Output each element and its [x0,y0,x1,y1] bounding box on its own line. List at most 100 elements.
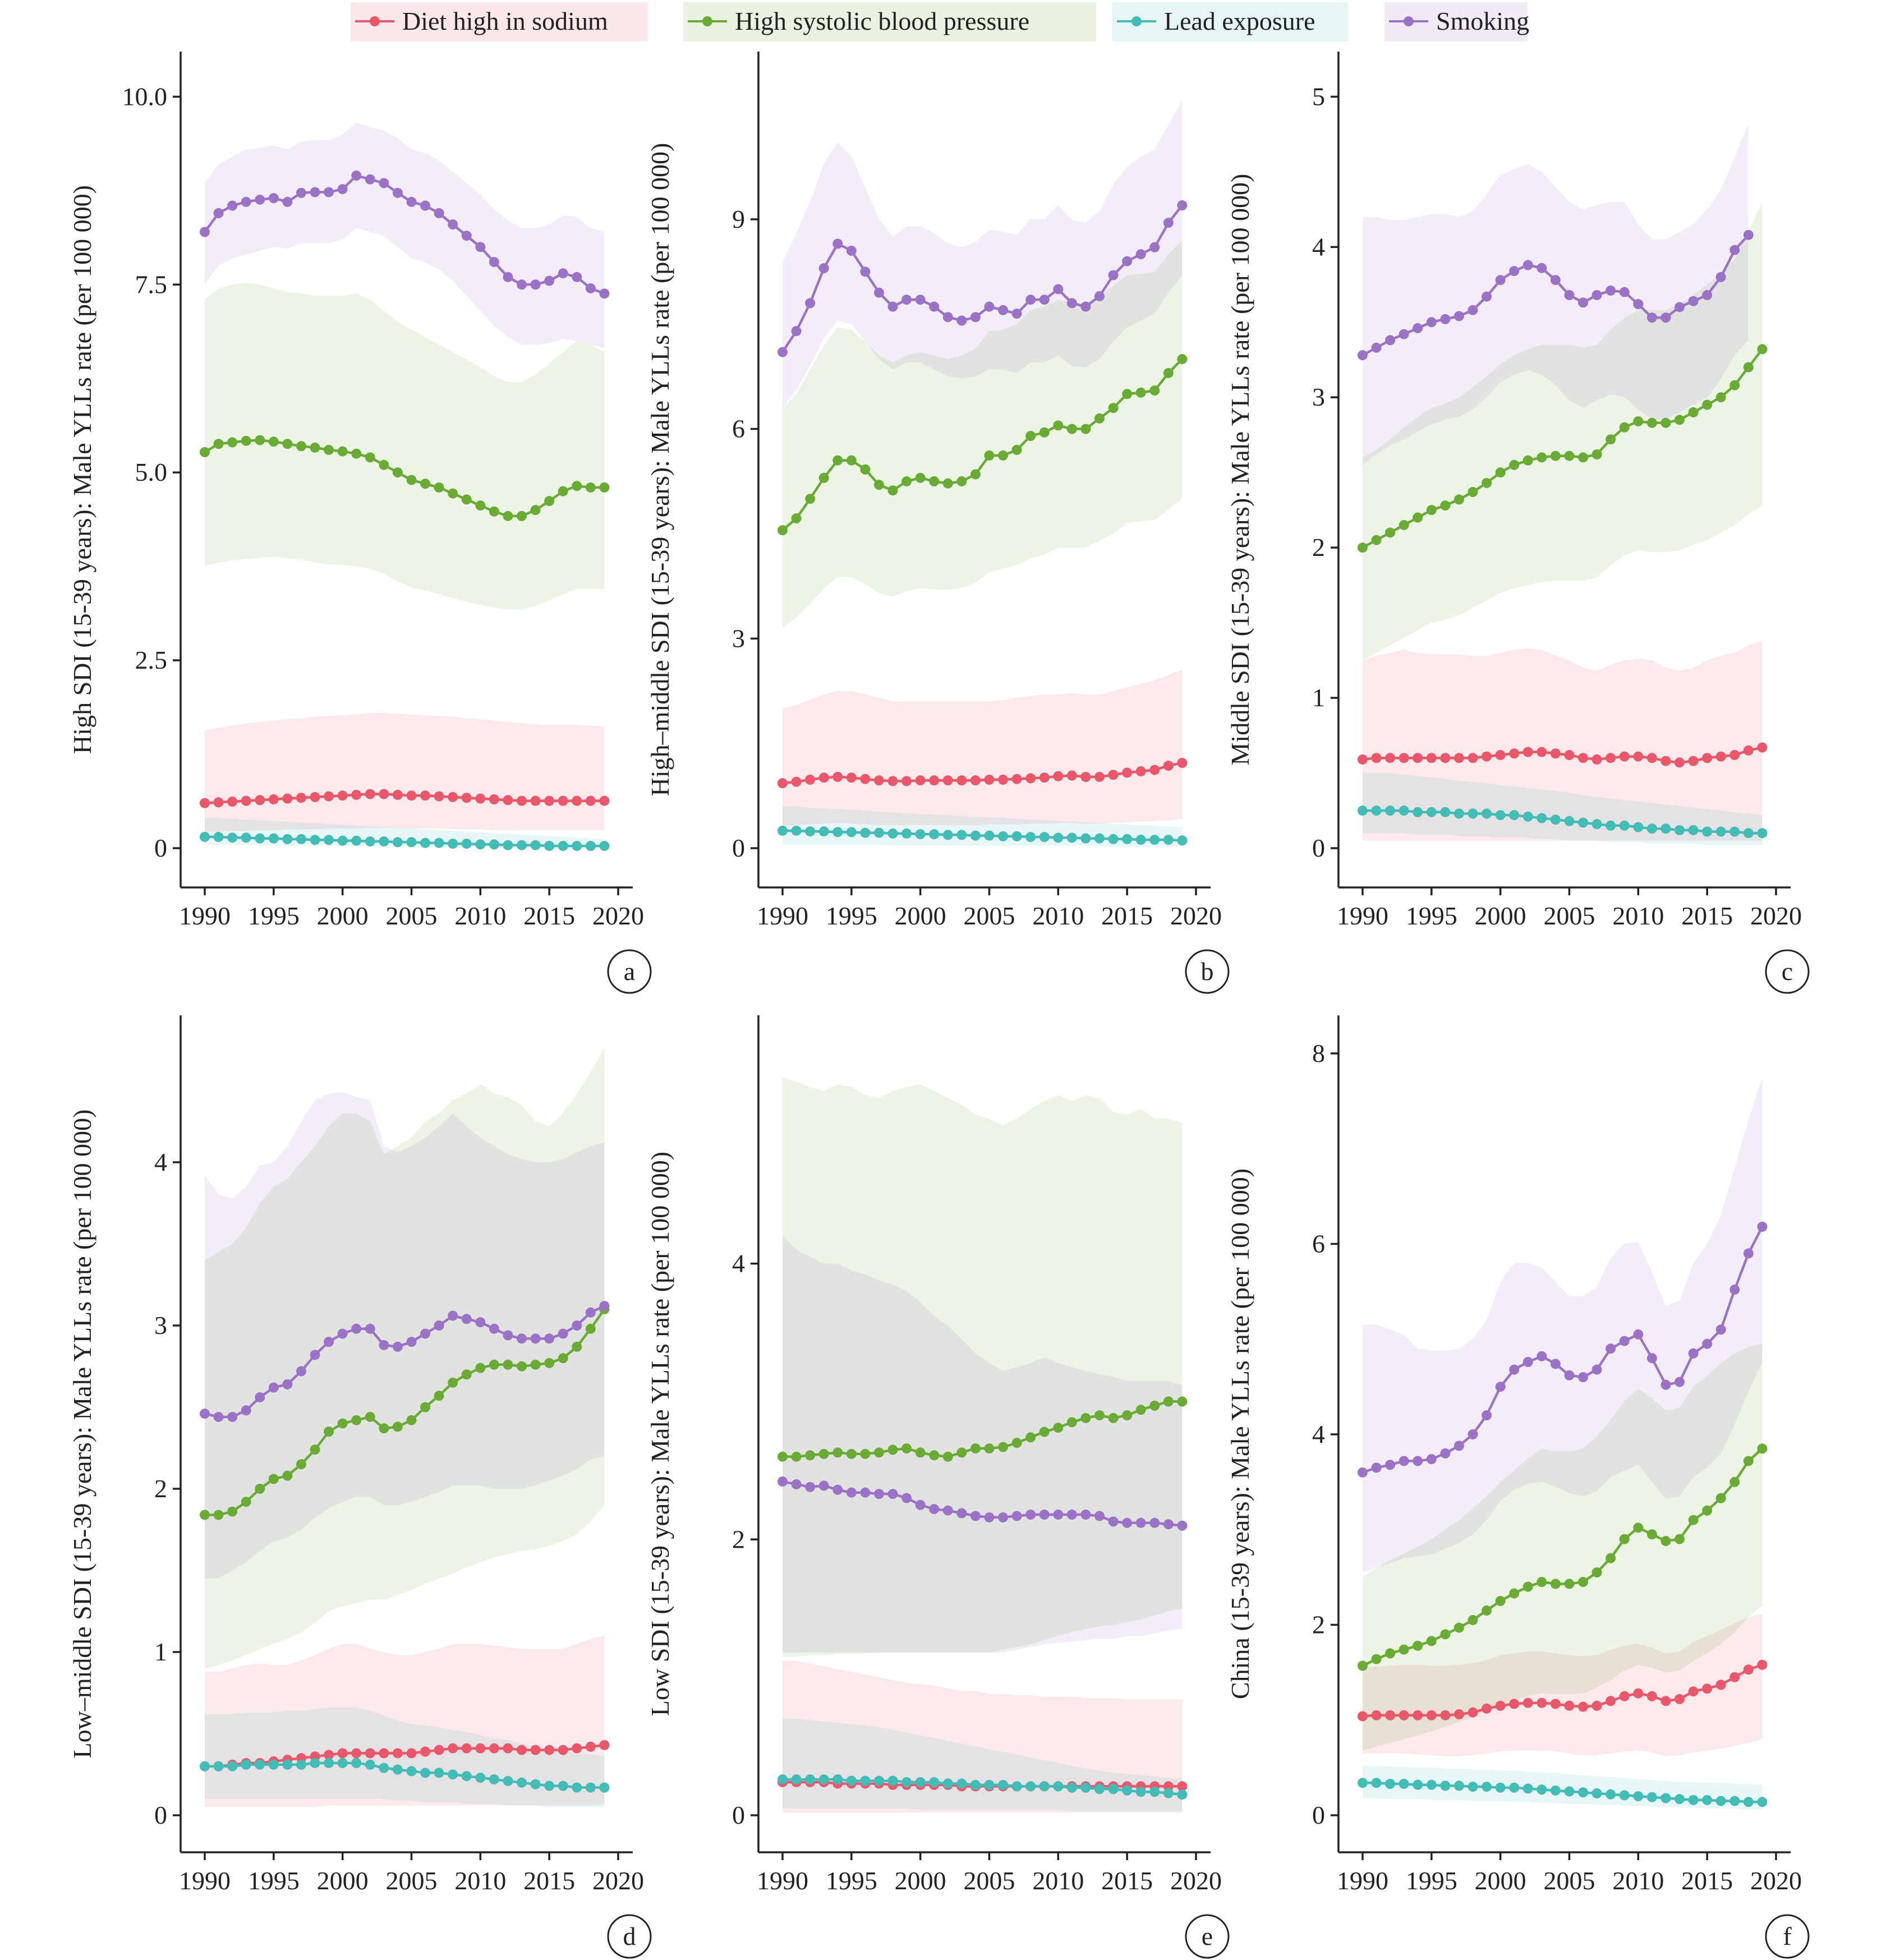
x-tick-label: 2000 [895,1866,946,1895]
legend-item-smoking: Smoking [1384,2,1529,42]
point-sodium [1674,1694,1685,1704]
point-sbp [213,1510,224,1520]
point-sbp [572,481,582,491]
point-lead [778,825,788,836]
point-lead [1591,1788,1602,1798]
x-tick-label: 1990 [179,1866,231,1895]
point-lead [1715,1796,1726,1806]
point-sodium [489,1743,499,1754]
point-sbp [599,482,610,493]
point-sbp [1509,459,1520,470]
point-lead [1135,1787,1146,1797]
point-lead [200,1761,210,1772]
point-sbp [1177,354,1188,365]
legend-item-sodium: Diet high in sodium [351,2,648,42]
point-smoking [365,1323,375,1334]
point-smoking [1358,1467,1368,1478]
point-lead [1398,1778,1409,1789]
point-lead [379,836,389,846]
point-smoking [1385,335,1396,346]
point-sodium [448,792,458,802]
x-tick-label: 2005 [386,901,438,930]
band-smoking [783,1236,1183,1653]
point-smoking [1122,256,1133,266]
point-lead [1729,1796,1740,1806]
point-smoking [227,1411,238,1422]
point-lead [1550,1785,1561,1796]
point-smoking [1536,263,1547,273]
point-smoking [1564,1370,1575,1381]
point-lead [406,1766,417,1777]
point-lead [791,825,802,836]
point-sbp [915,1447,926,1458]
point-lead [1702,1795,1713,1805]
point-smoking [227,200,238,211]
point-smoking [1135,249,1146,260]
point-sodium [337,1748,348,1759]
point-sbp [1094,1410,1105,1420]
y-tick-label: 10.0 [122,82,168,111]
point-sodium [1122,767,1133,778]
legend-marker [1131,16,1142,26]
point-sbp [860,464,871,475]
point-sodium [1715,1680,1726,1690]
point-lead [558,840,568,851]
point-sbp [517,510,527,521]
point-sodium [558,795,568,806]
x-tick-label: 2015 [523,901,575,930]
band-sbp [205,1048,605,1669]
point-sodium [1702,753,1713,763]
point-sodium [461,793,472,803]
point-smoking [585,1307,596,1318]
point-smoking [1729,1284,1740,1295]
point-sodium [1674,757,1685,768]
x-tick-label: 2020 [1750,1866,1802,1895]
point-lead [1122,834,1133,844]
x-tick-label: 1995 [248,901,300,930]
point-smoking [1729,245,1740,255]
point-smoking [1605,286,1616,296]
x-tick-label: 2005 [964,1866,1015,1895]
point-sbp [406,1415,417,1425]
band-sodium [1363,1613,1763,1756]
point-lead [1757,828,1768,839]
point-sbp [1467,487,1478,498]
point-sodium [448,1743,458,1754]
point-sbp [1080,424,1091,434]
point-lead [1453,1780,1464,1791]
point-sbp [1591,449,1602,460]
point-sbp [1467,1614,1478,1625]
point-smoking [1646,1353,1657,1364]
y-tick-label: 6 [732,415,745,443]
band-sbp [205,283,605,610]
point-smoking [572,1320,582,1331]
y-axis-label: High–middle SDI (15-39 years): Male YLLs… [646,143,674,797]
point-lead [805,826,816,837]
point-lead [1080,1782,1091,1793]
point-sbp [1482,1605,1492,1616]
point-sodium [268,794,279,804]
point-lead [585,840,596,851]
point-sodium [1688,1686,1699,1697]
point-sodium [585,1741,596,1752]
point-sbp [887,1444,898,1455]
point-lead [1564,1786,1575,1797]
point-lead [406,837,417,848]
x-tick-label: 2010 [1032,901,1084,930]
point-smoking [213,1411,224,1422]
point-sbp [1674,415,1685,425]
band-sbp [783,240,1183,628]
point-sodium [572,1743,582,1754]
point-smoking [1358,350,1368,361]
point-lead [887,1775,898,1786]
point-smoking [1413,1456,1423,1466]
point-sodium [1426,753,1437,763]
point-smoking [791,1479,802,1489]
point-lead [901,1777,912,1787]
y-tick-label: 0 [732,1801,745,1829]
panel-letter-circle [1765,1914,1810,1959]
x-tick-label: 1990 [179,901,231,930]
point-lead [296,834,306,844]
point-lead [1743,1797,1754,1807]
point-sbp [1011,1438,1022,1448]
